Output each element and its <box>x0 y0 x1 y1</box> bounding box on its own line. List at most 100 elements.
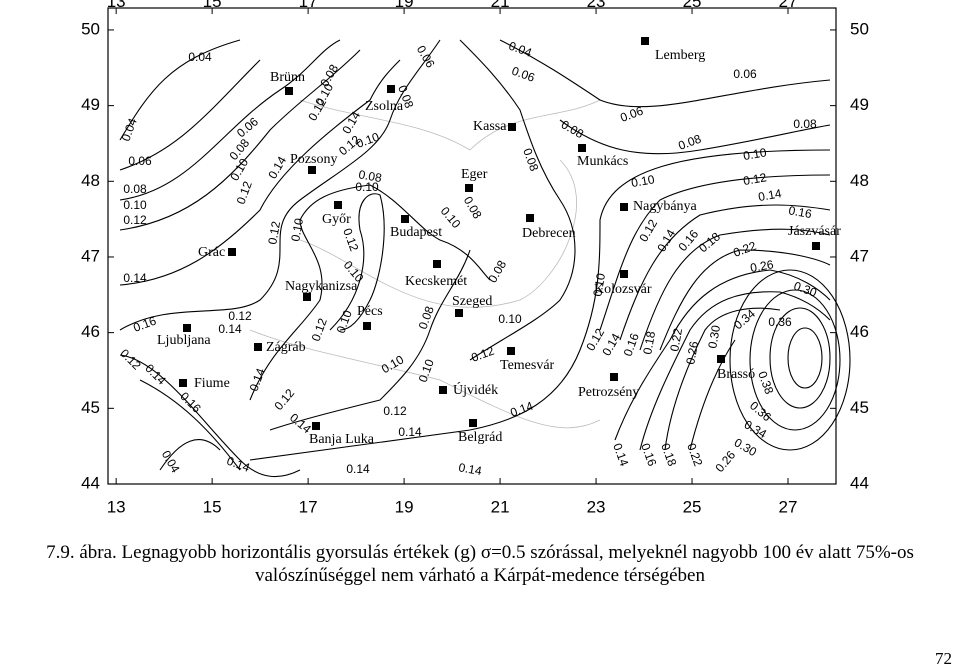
x-tick-label: 19 <box>395 497 414 516</box>
contour-label: 0.14 <box>610 441 631 468</box>
contour-label: 0.26 <box>683 340 701 366</box>
city-label: Brünn <box>270 70 305 85</box>
city-label: Eger <box>461 167 488 182</box>
contour-label: 0.14 <box>654 227 678 255</box>
contour-label: 0.10 <box>355 180 379 194</box>
city-label: Zágráb <box>266 340 306 355</box>
contour-label: 0.08 <box>485 258 509 286</box>
city-marker <box>387 85 395 93</box>
contour-label: 0.30 <box>705 324 723 350</box>
city-label: Petrozsény <box>578 385 639 400</box>
contour-label: 0.12 <box>309 316 330 343</box>
contour-label: 0.08 <box>793 117 817 131</box>
contour-label: 0.12 <box>265 220 283 246</box>
contour-label: 0.12 <box>469 344 496 365</box>
x-tick-label: 17 <box>299 497 318 516</box>
city-label: Szeged <box>452 294 492 309</box>
contour-label: 0.12 <box>123 213 147 227</box>
x-tick-label: 27 <box>779 0 798 11</box>
contour-label: 0.22 <box>684 441 705 468</box>
contour-label: 0.34 <box>731 306 758 332</box>
city-marker <box>363 322 371 330</box>
y-tick-label: 46 <box>81 322 100 341</box>
city-label: Munkács <box>577 154 628 169</box>
contour-label: 0.10 <box>288 217 306 243</box>
city-label: Ljubljana <box>157 333 211 348</box>
y-tick-label: 44 <box>850 473 869 492</box>
x-tick-label: 13 <box>107 497 126 516</box>
contour-label: 0.12 <box>234 179 255 206</box>
city-marker <box>578 144 586 152</box>
city-marker <box>508 123 516 131</box>
city-label: Lemberg <box>655 48 705 63</box>
contour-label: 0.14 <box>247 366 268 393</box>
contour-label: 0.04 <box>159 448 183 476</box>
contour-label: 0.12 <box>271 386 297 413</box>
contour-label: 0.14 <box>225 454 252 475</box>
contour-label: 0.08 <box>123 182 147 196</box>
contour-label: 0.04 <box>188 50 212 64</box>
city-label: Pécs <box>357 304 383 319</box>
city-marker <box>455 309 463 317</box>
city-marker <box>303 293 311 301</box>
contour-label: 0.36 <box>768 315 792 329</box>
contour-label: 0.10 <box>630 172 656 190</box>
contour-label: 0.08 <box>461 194 485 222</box>
city-marker <box>812 242 820 250</box>
city-label: Nagykanizsa <box>285 279 358 294</box>
y-tick-label: 45 <box>850 398 869 417</box>
city-marker <box>285 87 293 95</box>
city-marker <box>179 379 187 387</box>
caption-line: 7.9. ábra. Legnagyobb horizontális gyors… <box>46 542 914 563</box>
contour-label: 0.14 <box>398 425 422 439</box>
contour-label: 0.10 <box>354 130 381 151</box>
contour-label: 0.16 <box>787 203 813 221</box>
x-tick-label: 21 <box>491 497 510 516</box>
contour-label: 0.10 <box>123 198 147 212</box>
contour-label: 0.38 <box>755 369 776 396</box>
city-label: Kolozsvár <box>594 282 652 297</box>
isolines <box>119 39 851 478</box>
contour-label: 0.14 <box>123 271 147 285</box>
city-label: Budapest <box>390 225 442 240</box>
contour-label: 0.22 <box>731 239 758 260</box>
caption-line: valószínűséggel nem várható a Kárpát-med… <box>255 565 705 586</box>
contour-label: 0.10 <box>416 357 437 384</box>
x-tick-label: 15 <box>203 497 222 516</box>
city-marker <box>620 203 628 211</box>
contour-label: 0.06 <box>510 64 537 85</box>
contour-label: 0.10 <box>334 308 355 335</box>
contour-label: 0.14 <box>508 399 535 420</box>
contour-label: 0.12 <box>636 217 660 245</box>
city-label: Jászvásár <box>788 224 841 239</box>
city-marker <box>465 184 473 192</box>
x-tick-label: 21 <box>491 0 510 11</box>
x-tick-label: 15 <box>203 0 222 11</box>
city-marker <box>401 215 409 223</box>
x-tick-label: 27 <box>779 497 798 516</box>
y-tick-label: 45 <box>81 398 100 417</box>
y-tick-label: 47 <box>81 246 100 265</box>
city-label: Belgrád <box>458 430 502 445</box>
axes: 13 13 15 15 17 17 19 19 21 21 23 23 25 25 27 27 44 44 45 45… <box>81 0 869 516</box>
city-marker <box>526 214 534 222</box>
city-marker <box>183 324 191 332</box>
x-tick-label: 23 <box>587 0 606 11</box>
city-label: Győr <box>322 212 351 227</box>
contour-label: 0.14 <box>218 322 242 336</box>
y-tick-label: 46 <box>850 322 869 341</box>
contour-label: 0.16 <box>638 441 659 468</box>
contour-label: 0.06 <box>128 154 152 168</box>
x-tick-label: 17 <box>299 0 318 11</box>
page-number: 72 <box>935 649 952 668</box>
contour-label: 0.06 <box>414 43 438 71</box>
contour-label: 0.30 <box>792 279 819 300</box>
contour-label: 0.16 <box>177 389 204 416</box>
city-label: Brassó <box>717 367 755 382</box>
city-marker <box>308 166 316 174</box>
y-tick-label: 50 <box>850 19 869 38</box>
contour-label: 0.06 <box>234 114 261 140</box>
x-tick-label: 13 <box>107 0 126 11</box>
x-tick-label: 19 <box>395 0 414 11</box>
contour-label: 0.18 <box>696 229 723 255</box>
